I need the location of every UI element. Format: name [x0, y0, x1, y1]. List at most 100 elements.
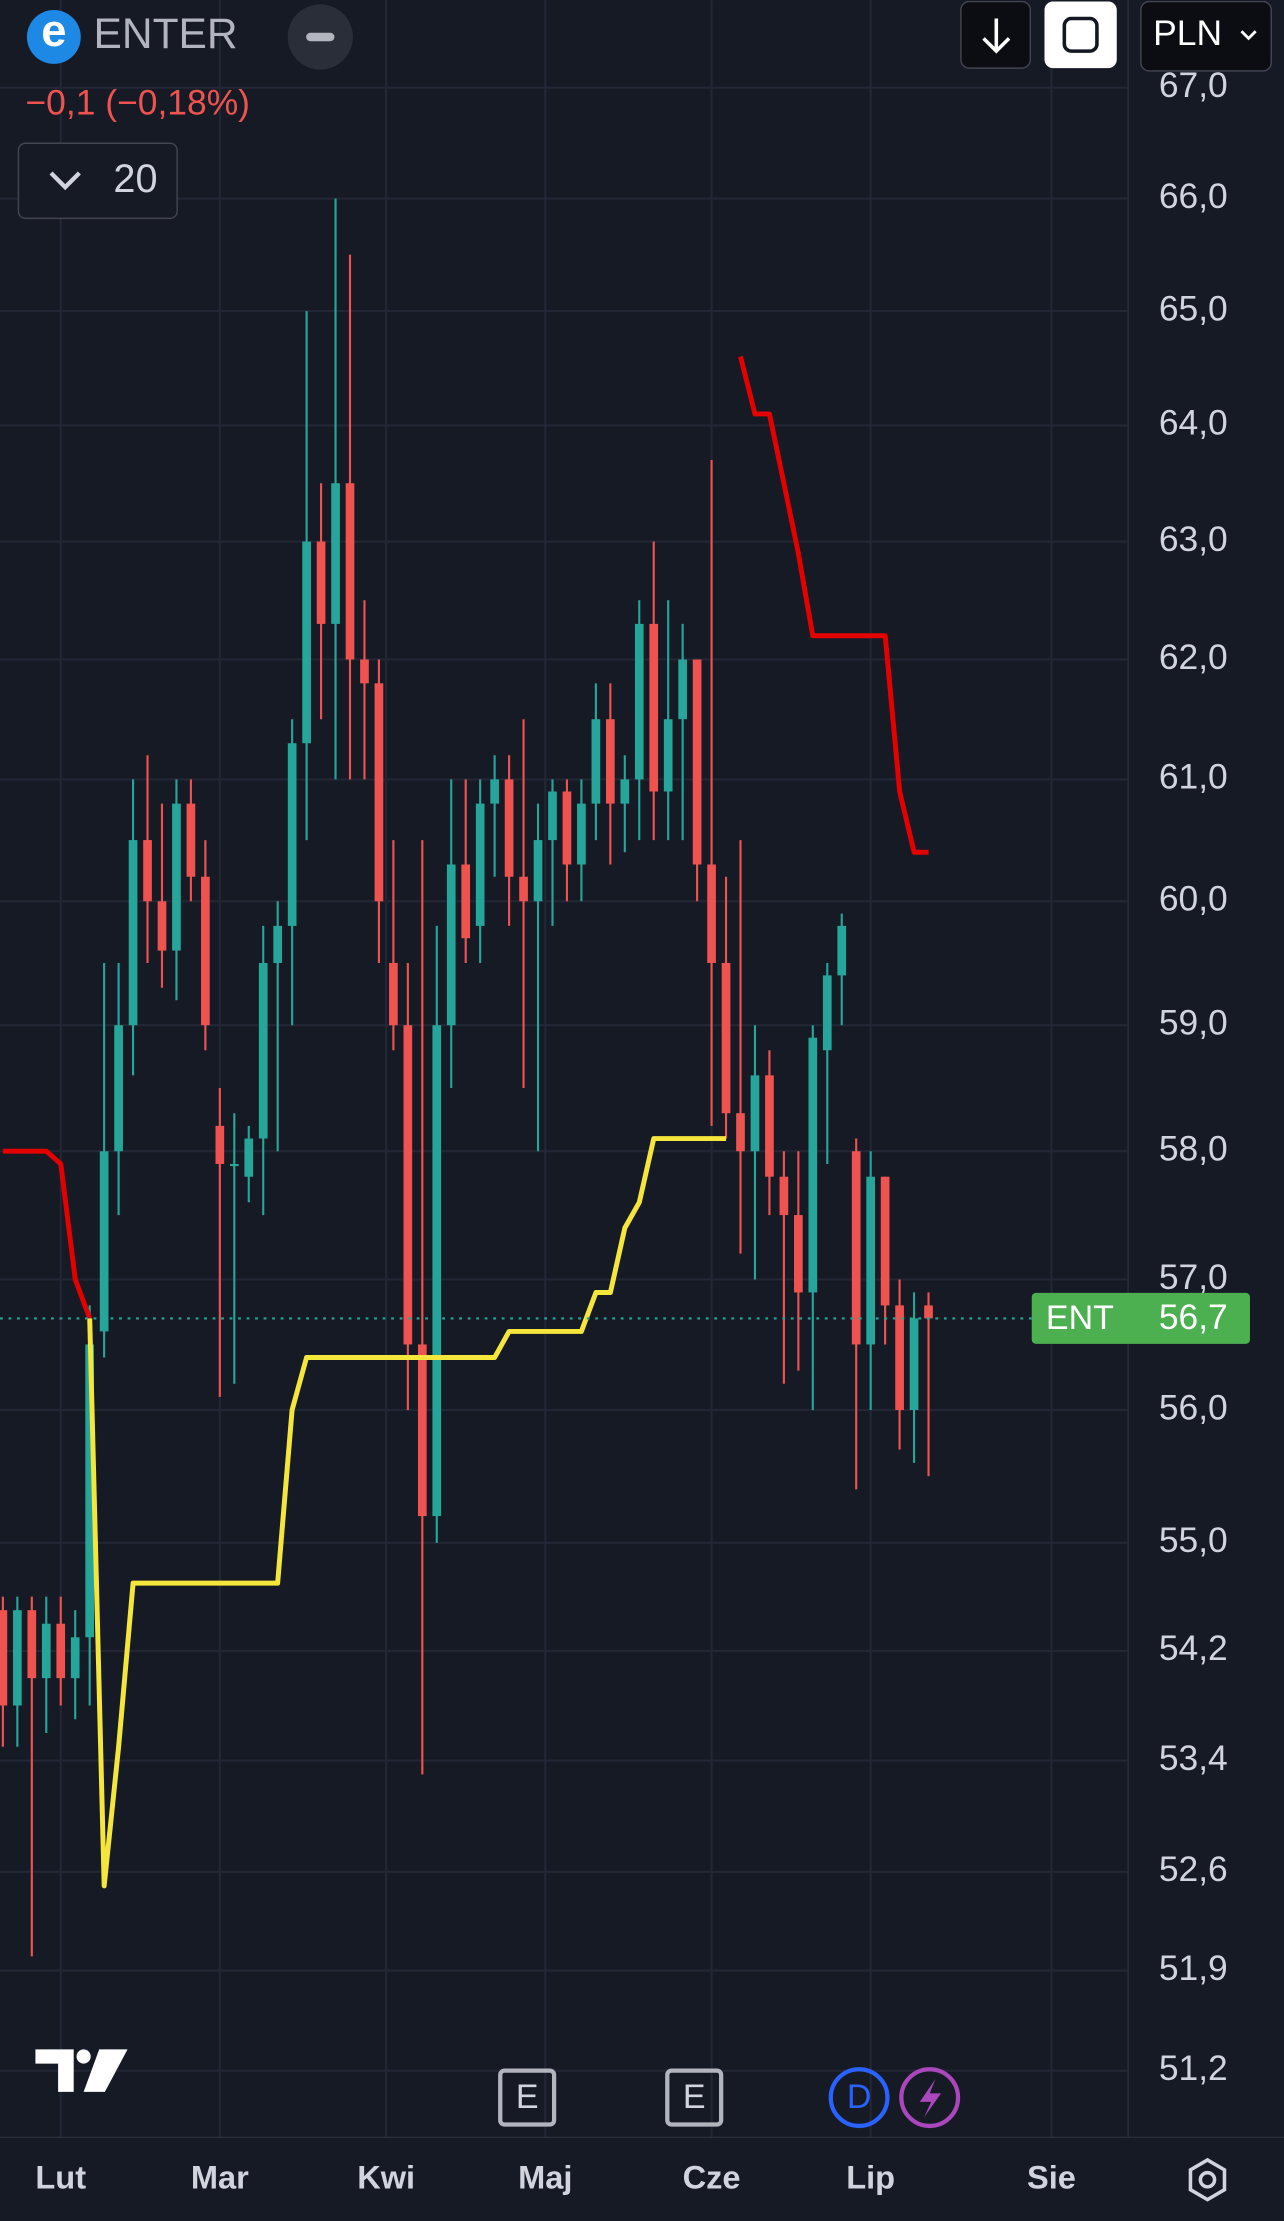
candle-body — [316, 541, 326, 624]
candle-body — [13, 1610, 22, 1706]
candle-body — [157, 901, 167, 951]
candle-body — [577, 803, 586, 865]
candle-body — [172, 803, 181, 951]
tv-logo — [35, 2049, 128, 2092]
settings-icon — [1198, 2170, 1217, 2189]
fullscreen-button[interactable] — [1044, 1, 1117, 69]
symbol[interactable]: ENTER — [94, 11, 238, 58]
candle-body — [345, 483, 355, 660]
y-tick-label: 55,0 — [1159, 1520, 1228, 1560]
candle-body — [895, 1305, 904, 1410]
candle-body — [302, 541, 311, 744]
candle-body — [85, 1344, 95, 1638]
candle-body — [114, 1025, 123, 1152]
y-tick-label: 57,0 — [1159, 1257, 1228, 1297]
candle-body — [866, 1176, 876, 1345]
y-tick-label: 52,6 — [1159, 1849, 1228, 1889]
candle-body — [548, 791, 557, 841]
candle-body — [562, 791, 572, 865]
interval: 20 — [113, 157, 157, 201]
tv-logo — [76, 2049, 91, 2064]
candle-body — [924, 1305, 933, 1319]
price-change: −0,1 (−0,18%) — [26, 82, 250, 122]
candle-body — [41, 1623, 51, 1679]
y-tick-label: 51,2 — [1159, 2048, 1228, 2088]
candle-body — [909, 1318, 919, 1410]
candle-body — [880, 1176, 890, 1306]
fullscreen-icon — [1062, 16, 1099, 53]
y-tick-label: 58,0 — [1159, 1129, 1228, 1169]
event-icon[interactable] — [899, 2067, 961, 2129]
price-axis — [1128, 0, 1284, 2138]
candle-body — [70, 1637, 80, 1679]
candle-body — [634, 623, 644, 780]
y-tick-label: 62,0 — [1159, 637, 1228, 677]
candle-body — [229, 1163, 239, 1167]
y-tick-label: 65,0 — [1159, 288, 1228, 328]
candle-body — [244, 1138, 254, 1177]
candle-body — [403, 1025, 413, 1345]
candle-body — [750, 1075, 760, 1152]
indicator-line — [2, 355, 929, 1320]
candle-body — [186, 803, 196, 877]
candle-body — [287, 743, 297, 926]
candle-body — [461, 864, 471, 939]
indicator-line — [87, 1136, 727, 1889]
candle-body — [808, 1037, 818, 1293]
candle-body — [620, 779, 630, 804]
candle-body — [605, 719, 615, 804]
candle-body — [765, 1075, 774, 1177]
candle-body — [331, 483, 340, 624]
settings-icon[interactable] — [1188, 2157, 1227, 2202]
minus-icon — [306, 32, 335, 42]
last-price-tag — [1031, 1292, 1250, 1344]
y-tick-label: 61,0 — [1159, 757, 1228, 797]
chevron — [1240, 30, 1257, 41]
candle-body — [721, 962, 731, 1114]
candle-body — [389, 962, 398, 1026]
candle-body — [822, 975, 832, 1051]
candle-body — [519, 876, 528, 902]
candle-body — [201, 876, 210, 1026]
candle-body — [707, 864, 716, 963]
candle-body — [736, 1113, 745, 1152]
candle-body — [417, 1344, 427, 1517]
time-axis — [0, 2137, 1284, 2221]
axes: 67,066,065,064,063,062,061,060,059,058,0… — [35, 65, 1250, 2195]
y-tick-label: 66,0 — [1159, 176, 1228, 216]
event-marker — [665, 2068, 724, 2127]
candle-body — [215, 1125, 225, 1164]
currency: PLN — [1153, 13, 1222, 53]
plot — [0, 198, 1032, 1957]
candle-body — [0, 1610, 8, 1706]
candle-body — [360, 659, 369, 684]
candle-body — [779, 1176, 789, 1216]
arrow-icon — [982, 18, 1011, 54]
candle-body — [432, 1025, 442, 1517]
candle-body — [490, 779, 499, 804]
candle-body — [128, 840, 138, 1026]
x-tick-label: Sie — [1027, 2158, 1076, 2195]
candle-body — [143, 840, 152, 902]
candle-body — [273, 925, 283, 963]
event-label: D — [847, 2078, 872, 2116]
logo-letter: e — [41, 5, 66, 56]
candle-body — [591, 719, 601, 804]
candle-body — [649, 623, 659, 792]
candle-body — [837, 925, 847, 976]
x-tick-label: Cze — [683, 2158, 741, 2195]
candle-body — [99, 1151, 109, 1332]
interval-button[interactable] — [17, 142, 178, 220]
event-marker — [498, 2068, 557, 2127]
x-tick-label: Kwi — [357, 2158, 415, 2195]
chevron — [49, 171, 81, 191]
currency-button[interactable] — [1140, 0, 1272, 72]
x-tick-label: Maj — [518, 2158, 572, 2195]
candle-body — [692, 659, 702, 865]
y-tick-label: 64,0 — [1159, 403, 1228, 443]
logo[interactable] — [26, 10, 81, 64]
candle-body — [27, 1610, 37, 1679]
y-tick-label: 63,0 — [1159, 519, 1228, 559]
